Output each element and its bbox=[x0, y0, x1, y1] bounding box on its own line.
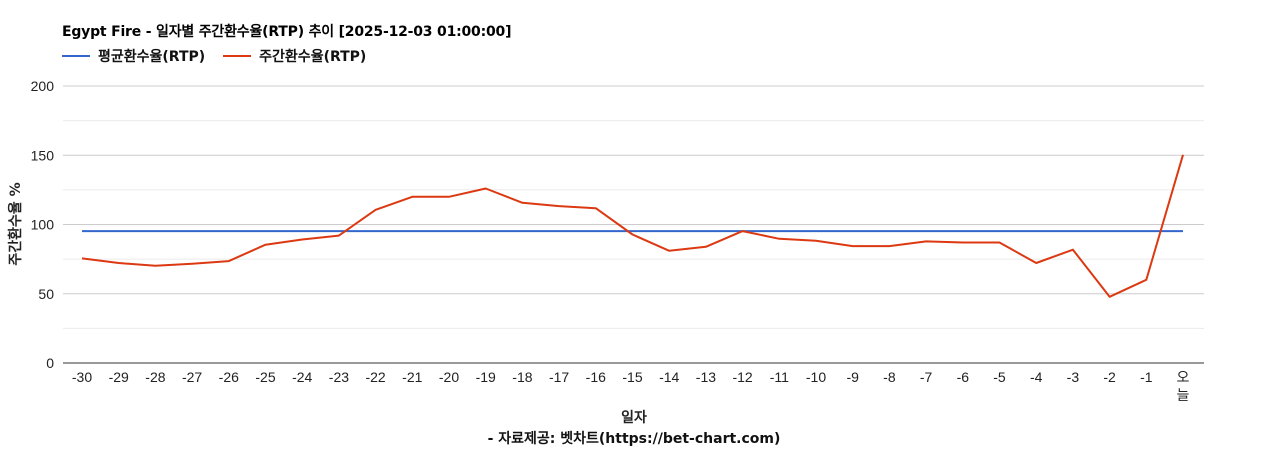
y-tick-label: 0 bbox=[46, 355, 54, 371]
x-tick-label: -19 bbox=[476, 369, 496, 385]
data-source-credit: - 자료제공: 벳차트(https://bet-chart.com) bbox=[487, 431, 781, 447]
x-tick-label: 늘 bbox=[1177, 387, 1190, 403]
x-tick-label: -25 bbox=[255, 369, 275, 385]
x-tick-label: -27 bbox=[182, 369, 202, 385]
x-axis-label: 일자 bbox=[621, 410, 647, 426]
y-axis-ticks: 0 50 100 150 200 bbox=[31, 78, 55, 371]
x-tick-label: -18 bbox=[512, 369, 532, 385]
x-tick-label: -12 bbox=[732, 369, 752, 385]
legend: 평균환수율(RTP) 주간환수율(RTP) bbox=[62, 46, 366, 66]
x-tick-label: -21 bbox=[402, 369, 422, 385]
weekly-rtp-line[interactable] bbox=[81, 154, 1184, 298]
y-tick-label: 100 bbox=[31, 217, 55, 233]
legend-item-weekly-rtp[interactable]: 주간환수율(RTP) bbox=[223, 46, 366, 66]
x-tick-label: -5 bbox=[993, 369, 1006, 385]
y-tick-label: 150 bbox=[31, 147, 55, 163]
x-tick-label: -14 bbox=[659, 369, 679, 385]
x-tick-label: -2 bbox=[1103, 369, 1116, 385]
x-tick-label: -30 bbox=[72, 369, 92, 385]
x-tick-label: -6 bbox=[957, 369, 970, 385]
chart-title: Egypt Fire - 일자별 주간환수율(RTP) 추이 [2025-12-… bbox=[62, 24, 512, 40]
x-tick-label: -9 bbox=[846, 369, 859, 385]
gridlines bbox=[63, 85, 1204, 329]
x-tick-label: -10 bbox=[806, 369, 826, 385]
legend-label-average: 평균환수율(RTP) bbox=[98, 49, 206, 65]
series-lines bbox=[81, 154, 1184, 298]
x-tick-label: 오 bbox=[1177, 369, 1190, 385]
y-axis-label: 주간환수율 % bbox=[8, 182, 24, 266]
x-tick-label: -22 bbox=[365, 369, 385, 385]
x-tick-label: -26 bbox=[219, 369, 239, 385]
x-tick-label: -15 bbox=[622, 369, 642, 385]
x-tick-label: -8 bbox=[883, 369, 896, 385]
legend-item-average-rtp[interactable]: 평균환수율(RTP) bbox=[62, 46, 205, 66]
y-tick-label: 200 bbox=[31, 78, 55, 94]
x-tick-label: -11 bbox=[770, 369, 789, 385]
x-tick-label: -24 bbox=[292, 369, 312, 385]
legend-swatch-average bbox=[62, 55, 90, 57]
x-tick-label: -28 bbox=[145, 369, 165, 385]
x-tick-label: -17 bbox=[549, 369, 569, 385]
x-tick-label: -7 bbox=[920, 369, 933, 385]
y-tick-label: 50 bbox=[38, 286, 54, 302]
x-axis-ticks: -30 -29 -28 -27 -26 -25 -24 -23 -22 -21 -20 -19 -18 -… bbox=[72, 369, 1190, 403]
x-tick-label: -3 bbox=[1067, 369, 1080, 385]
legend-label-weekly: 주간환수율(RTP) bbox=[259, 49, 367, 65]
x-tick-label: -20 bbox=[439, 369, 459, 385]
x-tick-label: -23 bbox=[329, 369, 349, 385]
x-tick-label: -29 bbox=[109, 369, 129, 385]
x-tick-label: -4 bbox=[1030, 369, 1043, 385]
legend-swatch-weekly bbox=[223, 55, 252, 57]
x-tick-label: -13 bbox=[696, 369, 716, 385]
x-tick-label: -1 bbox=[1140, 369, 1153, 385]
x-tick-label: -16 bbox=[586, 369, 606, 385]
